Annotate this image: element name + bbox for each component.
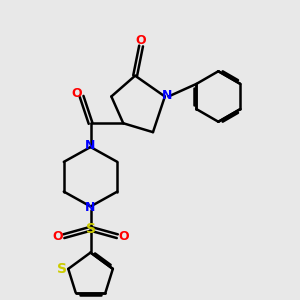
Text: O: O	[72, 87, 83, 100]
Text: S: S	[85, 222, 96, 236]
Text: N: N	[162, 88, 172, 101]
Text: O: O	[118, 230, 129, 243]
Text: S: S	[57, 262, 67, 276]
Text: O: O	[52, 230, 63, 243]
Text: N: N	[85, 202, 96, 214]
Text: N: N	[85, 139, 96, 152]
Text: O: O	[136, 34, 146, 47]
